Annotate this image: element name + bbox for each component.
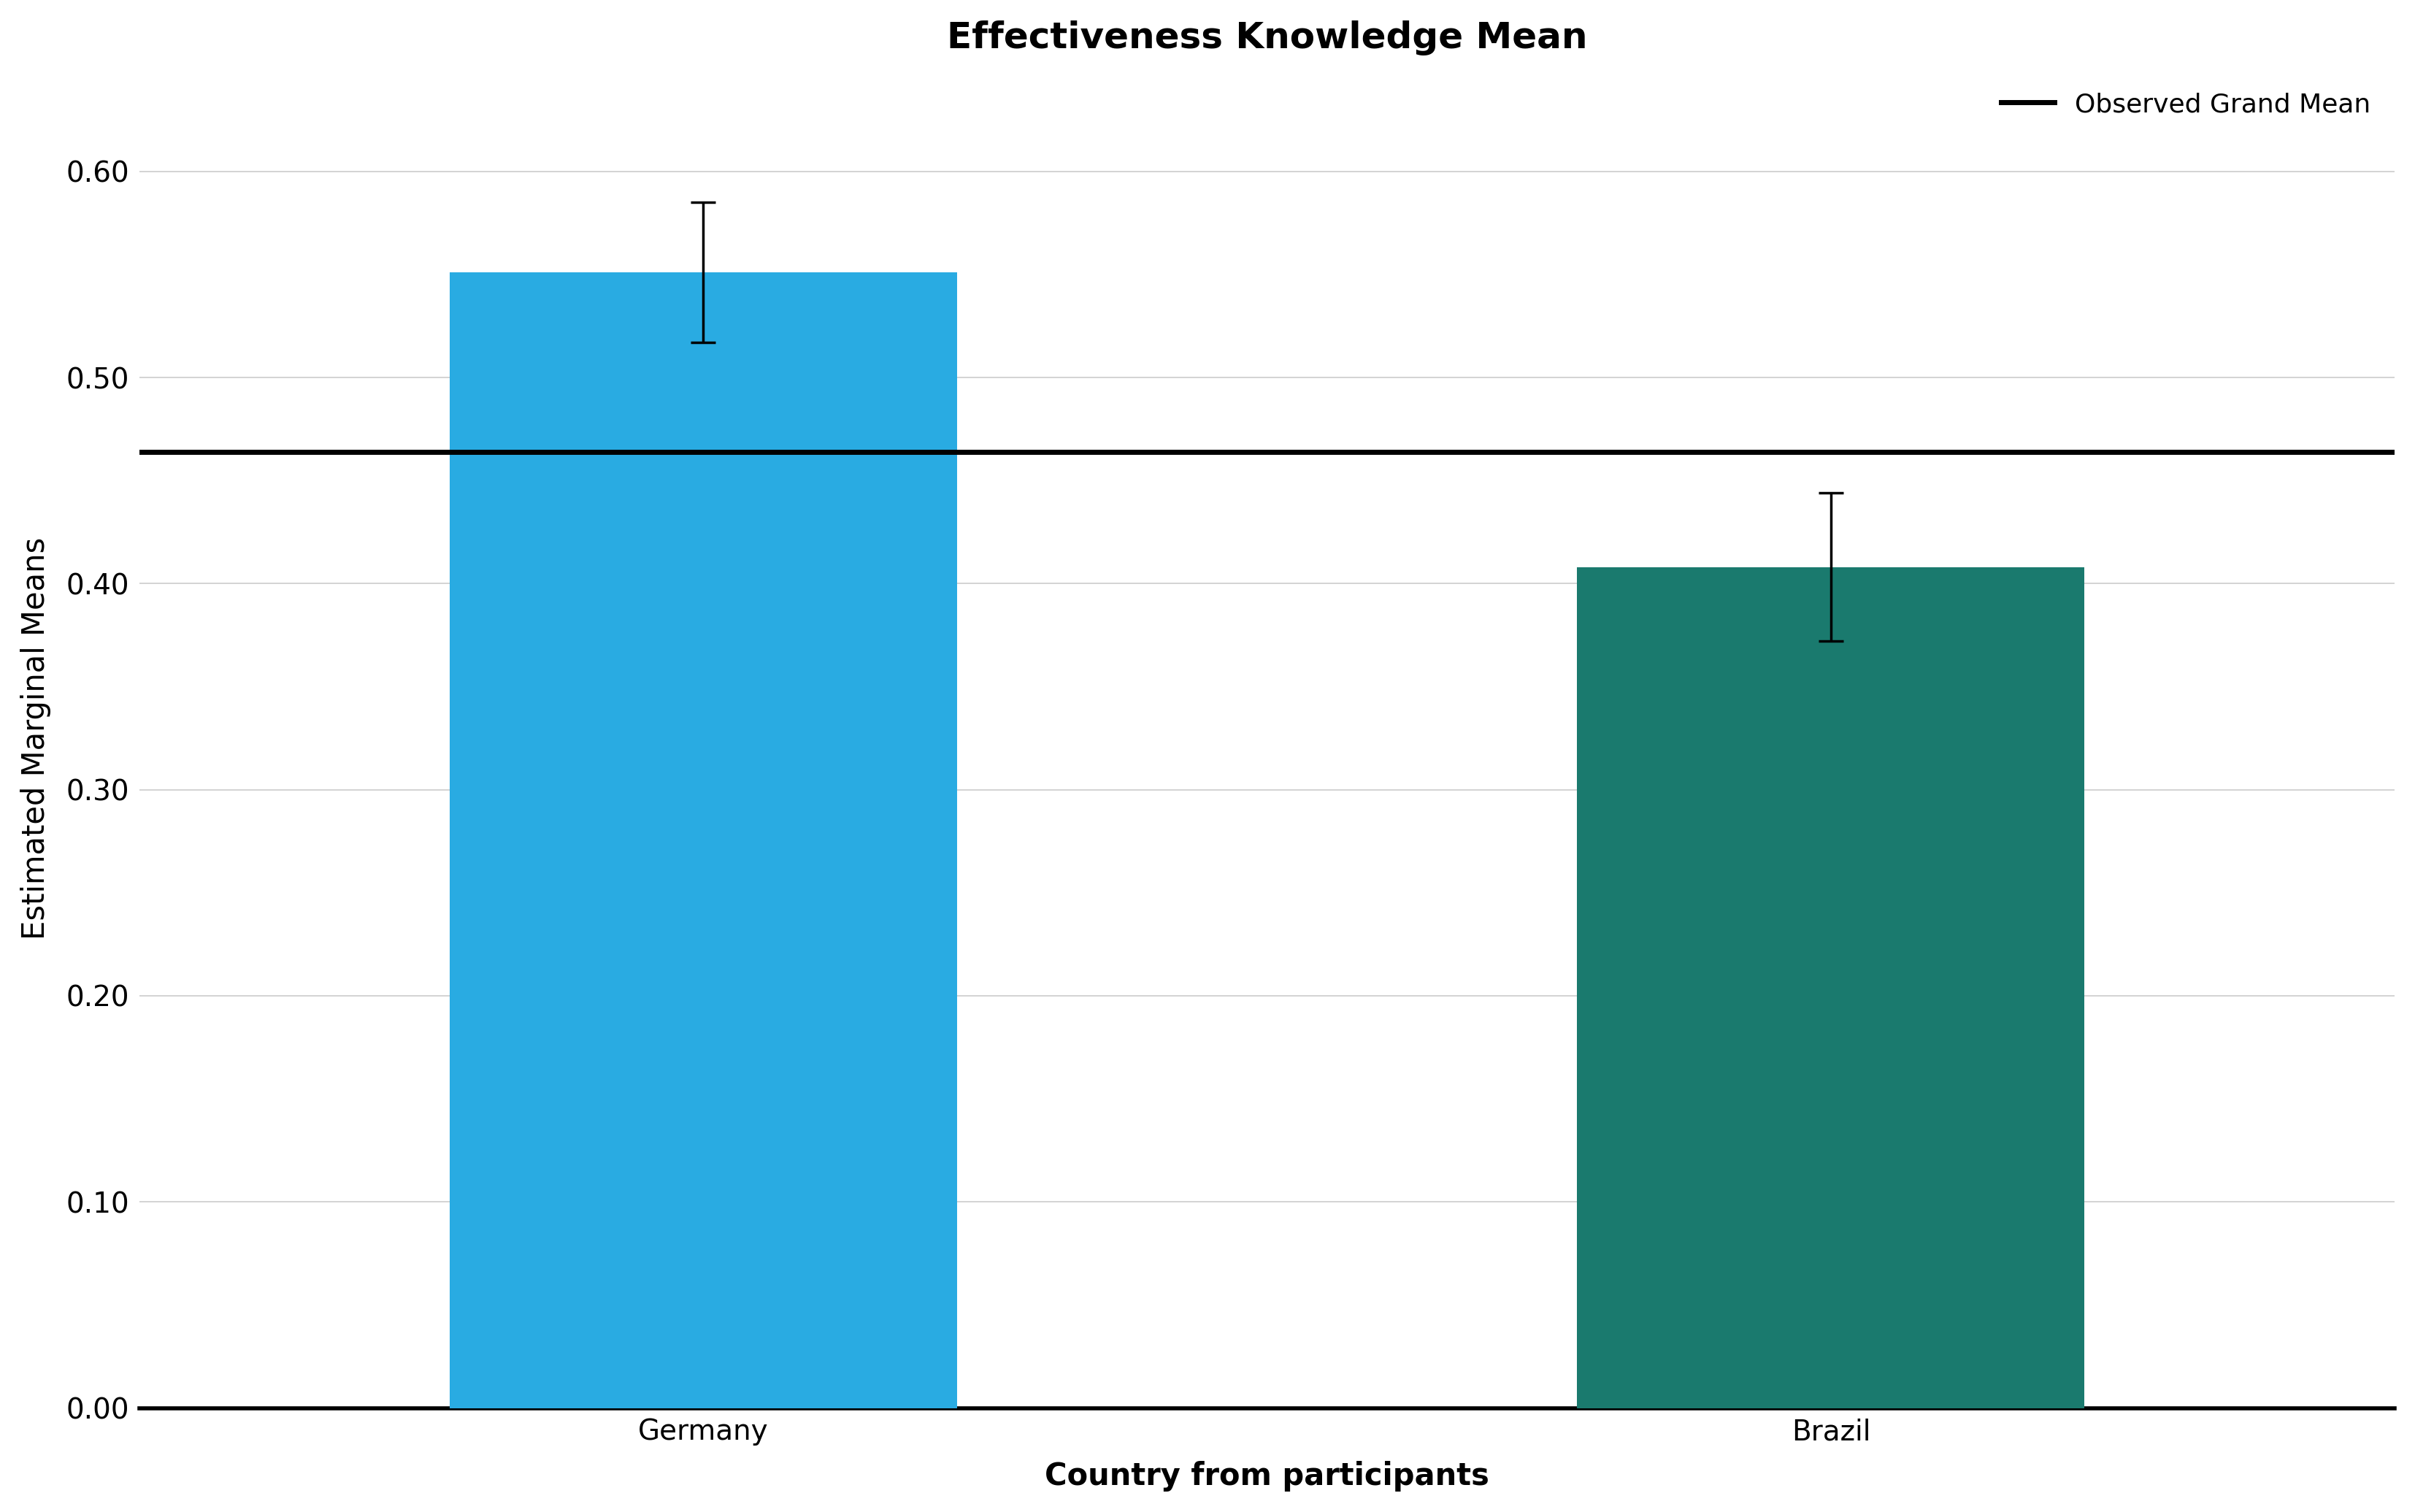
Y-axis label: Estimated Marginal Means: Estimated Marginal Means <box>19 537 51 939</box>
X-axis label: Country from participants: Country from participants <box>1046 1461 1490 1492</box>
Legend: Observed Grand Mean: Observed Grand Mean <box>1990 82 2381 127</box>
Bar <box>449 272 956 1408</box>
Bar <box>1577 567 2084 1408</box>
Title: Effectiveness Knowledge Mean: Effectiveness Knowledge Mean <box>947 20 1587 56</box>
